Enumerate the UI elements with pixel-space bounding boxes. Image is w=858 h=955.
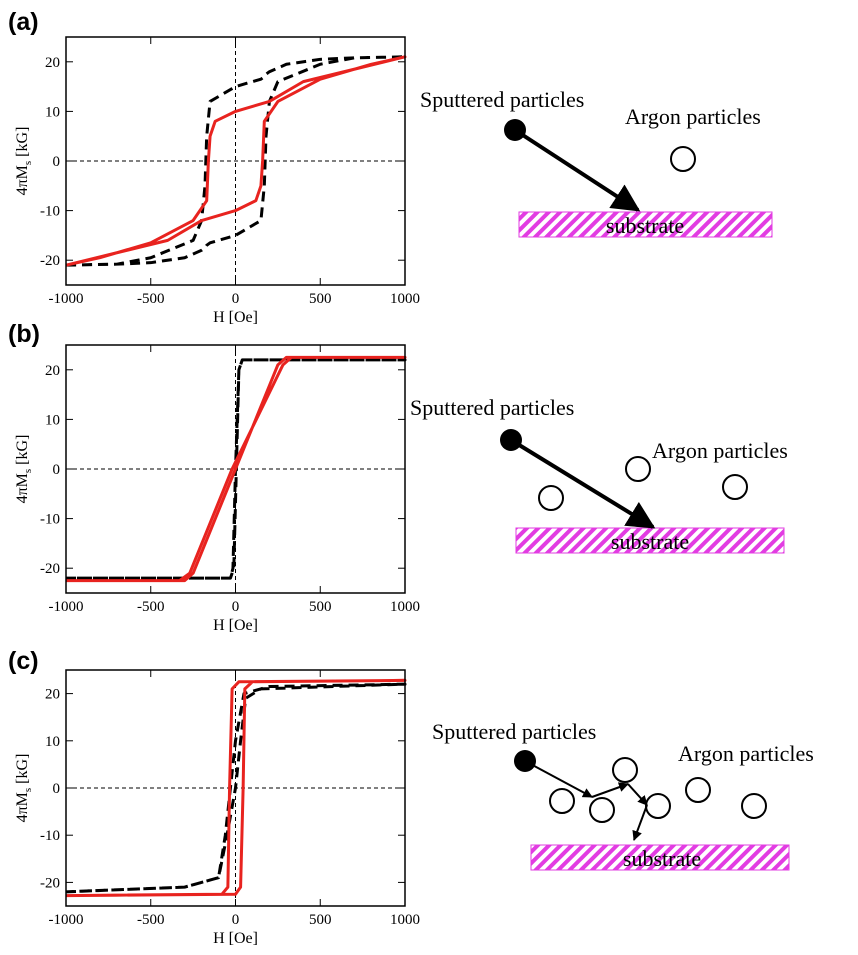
substrate-label: substrate — [606, 213, 684, 238]
diagram-c: Sputtered particles Argon particles subs… — [432, 719, 814, 871]
argon-label: Argon particles — [678, 741, 814, 766]
sputtered-particle — [514, 750, 536, 772]
y-tick-label: 10 — [45, 412, 60, 428]
x-tick-label: 500 — [309, 599, 332, 615]
arrow — [509, 438, 656, 529]
substrate — [515, 527, 785, 554]
substrate — [530, 844, 790, 871]
y-label-sub: s — [22, 161, 34, 165]
x-axis-label: H [Oe] — [213, 309, 258, 326]
x-tick-label: -500 — [137, 599, 165, 615]
x-tick-label: 500 — [309, 291, 332, 307]
y-tick-label: 20 — [45, 55, 60, 71]
y-axis-label: 4πMs [kG] — [14, 435, 34, 504]
y-tick-label: -10 — [40, 512, 60, 528]
x-tick-label: 1000 — [390, 912, 420, 928]
x-tick-label: -1000 — [49, 912, 84, 928]
y-tick-label: -10 — [40, 204, 60, 220]
x-axis-label: H [Oe] — [213, 930, 258, 947]
panel-label: (c) — [8, 647, 39, 675]
sputtered-label: Sputtered particles — [420, 87, 584, 112]
y-tick-label: -20 — [40, 253, 60, 269]
diagram-a: Sputtered particles Argon particles subs… — [420, 87, 773, 238]
y-label-sub: s — [22, 469, 34, 473]
diagram-b: Sputtered particles Argon particles subs… — [410, 395, 788, 554]
sputtered-particle — [500, 429, 522, 451]
x-tick-label: 0 — [232, 599, 240, 615]
substrate — [518, 211, 773, 238]
argon-particle — [538, 485, 564, 511]
x-tick-label: -1000 — [49, 291, 84, 307]
y-axis-label: 4πMs [kG] — [14, 127, 34, 196]
arrows — [524, 760, 648, 841]
argon-particle — [722, 474, 748, 500]
x-tick-label: -1000 — [49, 599, 84, 615]
y-tick-label: -20 — [40, 875, 60, 891]
x-tick-label: 0 — [232, 291, 240, 307]
y-label-unit: [kG] — [14, 435, 31, 469]
x-tick-label: -500 — [137, 912, 165, 928]
argon-label: Argon particles — [652, 438, 788, 463]
y-label-unit: [kG] — [14, 127, 31, 161]
y-axis-label: 4πMs [kG] — [14, 754, 34, 823]
substrate-label: substrate — [611, 529, 689, 554]
argon-label: Argon particles — [625, 104, 761, 129]
argon-particle — [625, 456, 651, 482]
y-tick-label: 10 — [45, 104, 60, 120]
argon-particle — [670, 146, 696, 172]
y-label-main: 4πM — [14, 165, 31, 195]
argon-particles — [549, 757, 767, 823]
panel-label: (b) — [8, 320, 40, 348]
y-tick-label: 10 — [45, 734, 60, 750]
y-label-sub: s — [22, 788, 34, 792]
y-tick-label: -10 — [40, 828, 60, 844]
y-label-unit: [kG] — [14, 754, 31, 788]
y-tick-label: 0 — [53, 462, 61, 478]
x-tick-label: 0 — [232, 912, 240, 928]
y-tick-label: -20 — [40, 561, 60, 577]
y-tick-label: 0 — [53, 154, 61, 170]
y-label-main: 4πM — [14, 473, 31, 503]
x-tick-label: 1000 — [390, 599, 420, 615]
x-axis-label: H [Oe] — [213, 617, 258, 634]
arrow — [513, 128, 641, 212]
x-tick-label: 1000 — [390, 291, 420, 307]
panel-label: (a) — [8, 8, 39, 36]
x-tick-label: 500 — [309, 912, 332, 928]
sputtered-label: Sputtered particles — [410, 395, 574, 420]
substrate-label: substrate — [623, 846, 701, 871]
y-label-main: 4πM — [14, 792, 31, 822]
y-tick-label: 20 — [45, 363, 60, 379]
sputtered-particle — [504, 119, 526, 141]
sputtered-label: Sputtered particles — [432, 719, 596, 744]
y-tick-label: 20 — [45, 687, 60, 703]
x-tick-label: -500 — [137, 291, 165, 307]
y-tick-label: 0 — [53, 781, 61, 797]
